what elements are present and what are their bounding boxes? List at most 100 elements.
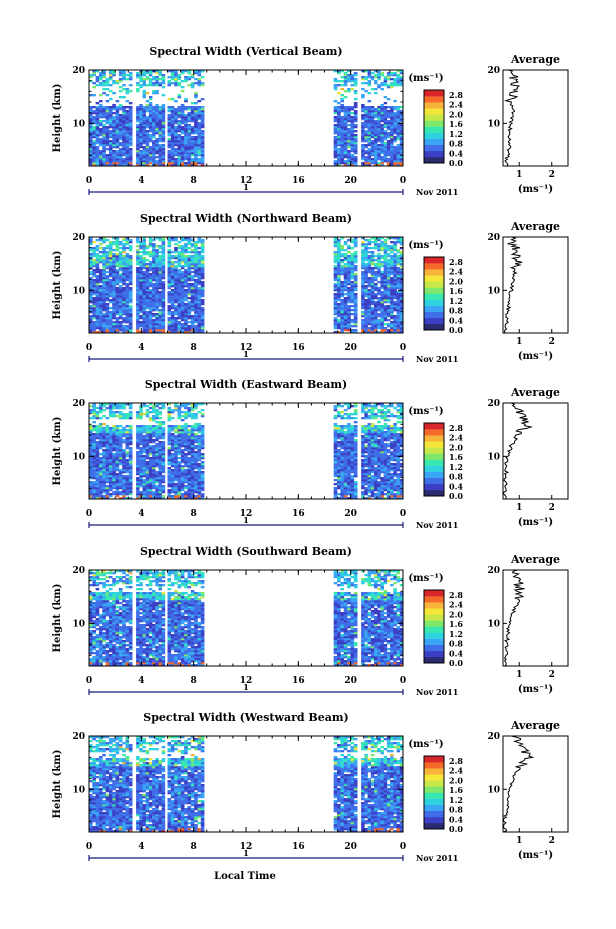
heatmap-cell	[180, 160, 185, 163]
heatmap-cell	[125, 269, 130, 272]
heatmap-cell	[122, 277, 126, 280]
heatmap-cell	[136, 253, 140, 256]
heatmap-cell	[194, 315, 198, 318]
heatmap-cell	[142, 267, 146, 270]
heatmap-cell	[108, 327, 113, 330]
heatmap-cell	[200, 281, 205, 284]
heatmap-cell	[102, 84, 106, 87]
heatmap-cell	[377, 325, 381, 328]
heatmap-cell	[347, 116, 351, 119]
heatmap-cell	[383, 96, 388, 99]
heatmap-cell	[92, 471, 96, 474]
heatmap-cell	[333, 110, 338, 113]
heatmap-cell	[170, 239, 175, 242]
heatmap-cell	[390, 146, 394, 149]
heatmap-cell	[367, 309, 372, 312]
heatmap-cell	[89, 124, 93, 127]
heatmap-cell	[161, 108, 166, 111]
heatmap-cell	[390, 249, 394, 252]
heatmap-cell	[353, 102, 358, 105]
heatmap-cell	[390, 128, 394, 131]
heatmap-cell	[118, 257, 123, 260]
heatmap-cell	[125, 271, 130, 274]
heatmap-cell	[174, 265, 178, 268]
heatmap-cell	[98, 481, 103, 484]
heatmap-cell	[333, 297, 338, 300]
heatmap-cell	[187, 307, 192, 310]
heatmap-cell	[105, 94, 110, 97]
heatmap-cell	[115, 134, 120, 137]
heatmap-cell	[125, 100, 130, 103]
heatmap-cell	[374, 146, 378, 149]
heatmap-cell	[167, 124, 172, 127]
heatmap-cell	[377, 257, 381, 260]
heatmap-cell	[92, 495, 96, 498]
heatmap-cell	[98, 100, 103, 103]
heatmap-cell	[399, 82, 404, 85]
heatmap-cell	[187, 251, 192, 254]
heatmap-cell	[367, 277, 372, 280]
heatmap-cell	[136, 84, 140, 87]
heatmap-cell	[122, 245, 126, 248]
heatmap-cell	[350, 132, 355, 135]
heatmap-cell	[337, 92, 341, 95]
heatmap-cell	[361, 267, 365, 270]
heatmap-cell	[89, 463, 93, 466]
heatmap-cell	[337, 80, 341, 83]
heatmap-cell	[158, 483, 162, 486]
heatmap-cell	[102, 403, 106, 406]
heatmap-cell	[158, 285, 162, 288]
heatmap-cell	[95, 469, 100, 472]
heatmap-cell	[92, 459, 96, 462]
heatmap-cell	[92, 82, 96, 85]
heatmap-cell	[197, 261, 202, 264]
heatmap-cell	[92, 463, 96, 466]
heatmap-cell	[399, 150, 404, 153]
heatmap-cell	[145, 156, 150, 159]
heatmap-cell	[136, 481, 140, 484]
heatmap-cell	[353, 110, 358, 113]
heatmap-cell	[128, 301, 133, 304]
heatmap-cell	[374, 311, 378, 314]
heatmap-cell	[180, 287, 185, 290]
heatmap-cell	[105, 271, 110, 274]
heatmap-cell	[112, 281, 116, 284]
heatmap-cell	[161, 321, 166, 324]
heatmap-cell	[118, 160, 123, 163]
heatmap-cell	[374, 144, 378, 147]
heatmap-cell	[122, 275, 126, 278]
heatmap-cell	[95, 461, 100, 464]
heatmap-cell	[102, 140, 106, 143]
heatmap-cell	[374, 158, 378, 161]
heatmap-cell	[374, 126, 378, 129]
heatmap-cell	[184, 283, 188, 286]
heatmap-cell	[337, 158, 341, 161]
heatmap-cell	[161, 150, 166, 153]
heatmap-cell	[180, 154, 185, 157]
heatmap-cell	[197, 287, 202, 290]
heatmap-cell	[184, 327, 188, 330]
heatmap-cell	[333, 136, 338, 139]
heatmap-cell	[350, 122, 355, 125]
heatmap-cell	[92, 273, 96, 276]
heatmap-cell	[197, 146, 202, 149]
heatmap-cell	[386, 146, 391, 149]
heatmap-cell	[145, 303, 150, 306]
heatmap-cell	[142, 263, 146, 266]
heatmap-cell	[122, 495, 126, 498]
heatmap-cell	[95, 489, 100, 492]
heatmap-cell	[386, 120, 391, 123]
y-tick-label: 10	[72, 119, 85, 129]
heatmap-cell	[393, 317, 397, 320]
heatmap-cell	[194, 144, 198, 147]
heatmap-cell	[161, 152, 166, 155]
heatmap-cell	[180, 110, 185, 113]
heatmap-cell	[383, 138, 388, 141]
heatmap-cell	[177, 251, 182, 254]
heatmap-cell	[115, 329, 120, 332]
heatmap-cell	[115, 106, 120, 109]
heatmap-cell	[142, 497, 146, 500]
heatmap-cell	[128, 309, 133, 312]
heatmap-cell	[152, 491, 156, 494]
heatmap-cell	[187, 156, 192, 159]
